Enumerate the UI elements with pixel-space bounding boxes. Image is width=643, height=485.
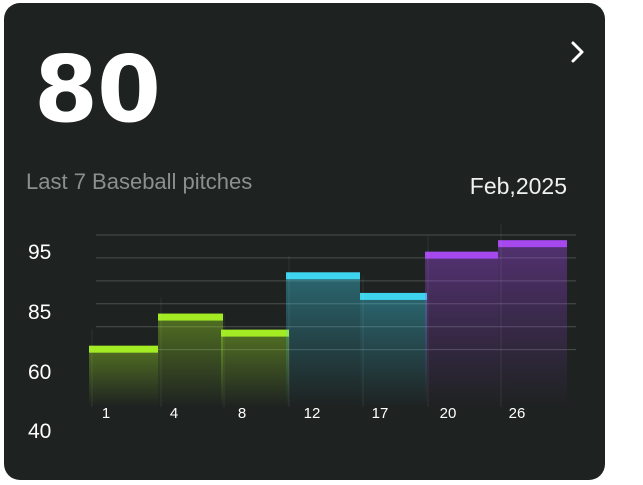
- chevron-right-icon[interactable]: [567, 39, 589, 65]
- bar-body: [360, 296, 427, 407]
- pitch-count-value: 80: [34, 36, 161, 143]
- x-tick-label: 26: [509, 405, 526, 422]
- bar-body: [286, 276, 360, 407]
- bar-cap: [89, 345, 158, 353]
- bar-cap: [498, 240, 567, 248]
- bar-cap: [360, 292, 427, 300]
- x-tick-label: 20: [440, 405, 457, 422]
- card-subtitle: Last 7 Baseball pitches: [26, 169, 253, 194]
- y-tick-label: 95: [28, 241, 51, 264]
- date-label: Feb,2025: [469, 173, 567, 199]
- y-tick-label: 85: [28, 301, 51, 324]
- bar-cap: [221, 329, 289, 337]
- x-tick-label: 12: [304, 405, 321, 422]
- bar-cap: [425, 251, 498, 259]
- bar-cap: [158, 313, 223, 321]
- x-tick-label: 1: [102, 405, 110, 422]
- x-tick-label: 4: [170, 405, 178, 422]
- pitch-bar-chart: 95 85 60 40 1 4 8 12 17 20 26: [28, 224, 576, 443]
- x-tick-label: 17: [372, 405, 389, 422]
- bar-body: [425, 255, 498, 407]
- bar-body: [498, 244, 567, 407]
- bar-body: [158, 317, 223, 407]
- bar-body: [221, 333, 289, 407]
- y-tick-label: 40: [28, 420, 51, 443]
- y-tick-label: 60: [28, 361, 51, 384]
- pitch-stats-card: 80 Last 7 Baseball pitches Feb,2025 95 85…: [4, 3, 605, 480]
- bar-body: [89, 349, 158, 407]
- bar-cap: [286, 272, 360, 280]
- x-tick-label: 8: [238, 405, 246, 422]
